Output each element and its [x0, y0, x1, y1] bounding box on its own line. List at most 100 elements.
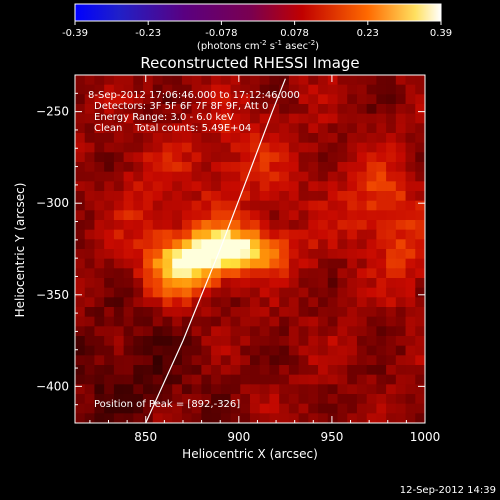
heatmap-cell	[162, 258, 173, 269]
heatmap-cell	[152, 191, 164, 202]
heatmap-cell	[123, 326, 134, 337]
heatmap-cell	[386, 355, 397, 366]
heatmap-cell	[269, 123, 280, 134]
heatmap-cell	[181, 316, 193, 327]
heatmap-cell	[366, 142, 377, 153]
heatmap-cell	[240, 249, 251, 260]
heatmap-cell	[288, 94, 300, 105]
heatmap-cell	[152, 384, 164, 395]
heatmap-cell	[123, 336, 134, 347]
heatmap-cell	[298, 104, 309, 115]
heatmap-cell	[201, 229, 212, 240]
heatmap-cell	[123, 113, 134, 124]
heatmap-cell	[415, 133, 425, 144]
heatmap-cell	[366, 75, 377, 86]
heatmap-cell	[172, 287, 183, 298]
heatmap-cell	[172, 181, 183, 192]
heatmap-cell	[75, 365, 86, 376]
heatmap-cell	[162, 181, 173, 192]
heatmap-cell	[395, 229, 407, 240]
heatmap-cell	[347, 75, 358, 86]
heatmap-cell	[376, 384, 387, 395]
heatmap-cell	[230, 249, 241, 260]
colorbar-tick-label: 0.078	[280, 28, 309, 39]
heatmap-cell	[201, 365, 212, 376]
heatmap-cell	[191, 316, 202, 327]
heatmap-cell	[162, 403, 173, 414]
heatmap-cell	[94, 365, 105, 376]
heatmap-cell	[75, 152, 86, 163]
heatmap-cell	[113, 210, 125, 221]
heatmap-cell	[172, 413, 183, 423]
heatmap-cell	[143, 249, 154, 260]
heatmap-cell	[288, 287, 300, 298]
heatmap-cell	[191, 75, 202, 86]
heatmap-cell	[143, 210, 154, 221]
heatmap-cell	[104, 220, 115, 231]
heatmap-cell	[298, 287, 309, 298]
heatmap-cell	[347, 326, 358, 337]
heatmap-cell	[94, 316, 105, 327]
heatmap-cell	[123, 123, 134, 134]
heatmap-cell	[240, 181, 251, 192]
heatmap-cell	[172, 171, 183, 182]
heatmap-cell	[347, 316, 358, 327]
heatmap-cell	[347, 191, 358, 202]
heatmap-cell	[162, 75, 173, 86]
heatmap-cell	[75, 162, 86, 173]
heatmap-cell	[113, 278, 125, 289]
heatmap-cell	[191, 104, 202, 115]
heatmap-cell	[405, 210, 416, 221]
heatmap-cell	[250, 142, 261, 153]
heatmap-cell	[259, 355, 271, 366]
heatmap-cell	[94, 345, 105, 356]
heatmap-cell	[201, 94, 212, 105]
heatmap-cell	[181, 384, 193, 395]
heatmap-cell	[133, 326, 144, 337]
heatmap-cell	[337, 297, 348, 308]
heatmap-cell	[269, 297, 280, 308]
heatmap-cell	[230, 104, 241, 115]
heatmap-cell	[356, 200, 368, 211]
heatmap-cell	[201, 133, 212, 144]
heatmap-cell	[259, 365, 271, 376]
heatmap-cell	[366, 171, 377, 182]
heatmap-cell	[84, 210, 96, 221]
heatmap-cell	[84, 152, 96, 163]
heatmap-cell	[113, 229, 125, 240]
heatmap-cell	[386, 94, 397, 105]
heatmap-cell	[318, 84, 329, 95]
heatmap-cell	[123, 403, 134, 414]
heatmap-cell	[279, 297, 290, 308]
heatmap-cell	[75, 326, 86, 337]
heatmap-cell	[211, 104, 222, 115]
heatmap-cell	[152, 181, 164, 192]
heatmap-cell	[279, 249, 290, 260]
heatmap-cell	[269, 84, 280, 95]
heatmap-cell	[356, 220, 368, 231]
heatmap-cell	[172, 365, 183, 376]
heatmap-cell	[75, 345, 86, 356]
heatmap-cell	[133, 152, 144, 163]
heatmap-cell	[415, 220, 425, 231]
heatmap-cell	[327, 403, 339, 414]
heatmap-cell	[269, 287, 280, 298]
heatmap-cell	[250, 210, 261, 221]
heatmap-cell	[240, 123, 251, 134]
heatmap-cell	[94, 326, 105, 337]
heatmap-cell	[347, 394, 358, 405]
heatmap-cell	[356, 403, 368, 414]
heatmap-cell	[415, 355, 425, 366]
heatmap-cell	[123, 210, 134, 221]
heatmap-cell	[181, 258, 193, 269]
heatmap-cell	[308, 297, 319, 308]
heatmap-cell	[337, 365, 348, 376]
heatmap-cell	[337, 249, 348, 260]
heatmap-cell	[366, 191, 377, 202]
heatmap-cell	[259, 210, 271, 221]
heatmap-cell	[347, 336, 358, 347]
heatmap-cell	[337, 326, 348, 337]
heatmap-cell	[201, 210, 212, 221]
y-axis-label: Heliocentric Y (arcsec)	[13, 183, 27, 318]
heatmap-cell	[172, 384, 183, 395]
